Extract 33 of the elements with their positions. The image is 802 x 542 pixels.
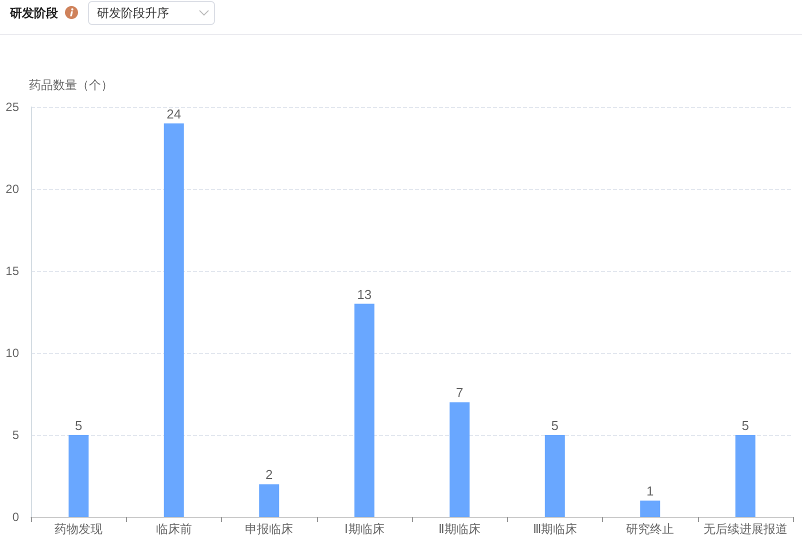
x-tick-label: 临床前 — [156, 522, 192, 536]
bar — [640, 500, 660, 517]
y-tick-label: 15 — [6, 264, 20, 278]
data-label: 5 — [551, 418, 558, 433]
chart-title: 研发阶段 — [10, 5, 58, 21]
bar — [259, 484, 280, 517]
data-label: 1 — [646, 484, 654, 499]
data-label: 5 — [742, 418, 749, 433]
bar — [450, 402, 470, 517]
x-tick-label: 药物发现 — [54, 522, 103, 536]
y-axis-title: 药品数量（个） — [29, 78, 113, 92]
x-tick-label: 无后续进展报道 — [703, 522, 788, 536]
bar — [68, 435, 89, 517]
bar — [544, 435, 565, 517]
bar — [164, 123, 184, 517]
data-label: 5 — [75, 418, 82, 433]
y-tick-label: 10 — [6, 346, 20, 360]
x-tick-label: Ⅰ期临床 — [344, 522, 384, 536]
y-tick-label: 5 — [12, 428, 20, 442]
data-label: 13 — [357, 286, 372, 302]
data-label: 24 — [166, 106, 182, 122]
data-label: 7 — [456, 385, 464, 400]
select-box: 研发阶段升序 — [88, 1, 215, 25]
x-tick-label: 研究终止 — [626, 522, 674, 536]
x-tick-label: Ⅱ期临床 — [438, 522, 481, 536]
x-tick-label: 申报临床 — [245, 522, 294, 536]
bar — [735, 435, 756, 517]
y-tick-label: 0 — [12, 510, 20, 524]
y-tick-label: 25 — [6, 100, 20, 114]
x-tick-label: Ⅲ期临床 — [532, 522, 577, 536]
data-label: 2 — [266, 467, 273, 482]
y-tick-label: 20 — [6, 182, 20, 196]
bar — [354, 304, 374, 517]
